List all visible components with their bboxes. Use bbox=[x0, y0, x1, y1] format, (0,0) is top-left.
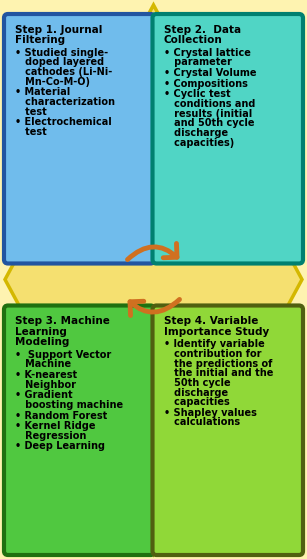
Text: cathodes (Li-Ni-: cathodes (Li-Ni- bbox=[15, 67, 112, 77]
Text: the predictions of: the predictions of bbox=[164, 358, 272, 368]
Text: calculations: calculations bbox=[164, 418, 240, 428]
Text: • Studied single-: • Studied single- bbox=[15, 48, 108, 58]
FancyBboxPatch shape bbox=[153, 306, 303, 555]
Text: and 50th cycle: and 50th cycle bbox=[164, 119, 254, 129]
Text: • Gradient: • Gradient bbox=[15, 390, 73, 400]
Text: capacities: capacities bbox=[164, 397, 229, 407]
FancyBboxPatch shape bbox=[153, 14, 303, 263]
Text: • Deep Learning: • Deep Learning bbox=[15, 442, 105, 452]
FancyBboxPatch shape bbox=[4, 306, 154, 555]
Text: discharge: discharge bbox=[164, 387, 227, 397]
Text: capacities): capacities) bbox=[164, 138, 234, 148]
Text: • Kernel Ridge: • Kernel Ridge bbox=[15, 421, 95, 431]
Text: contribution for: contribution for bbox=[164, 349, 261, 359]
FancyBboxPatch shape bbox=[4, 14, 154, 263]
Text: Step 4. Variable: Step 4. Variable bbox=[164, 316, 258, 326]
Polygon shape bbox=[5, 5, 302, 554]
Text: Collection: Collection bbox=[164, 35, 222, 45]
Text: Filtering: Filtering bbox=[15, 35, 65, 45]
Text: Machine: Machine bbox=[15, 359, 71, 369]
Text: Modeling: Modeling bbox=[15, 337, 69, 347]
Text: Step 2.  Data: Step 2. Data bbox=[164, 25, 241, 35]
Text: boosting machine: boosting machine bbox=[15, 400, 123, 410]
Text: test: test bbox=[15, 107, 47, 117]
Text: • Cyclic test: • Cyclic test bbox=[164, 89, 230, 100]
Text: • Identify variable: • Identify variable bbox=[164, 339, 264, 349]
Text: • Random Forest: • Random Forest bbox=[15, 410, 107, 420]
Text: • Electrochemical: • Electrochemical bbox=[15, 117, 112, 127]
Text: Regression: Regression bbox=[15, 431, 86, 441]
Text: • Crystal Volume: • Crystal Volume bbox=[164, 68, 256, 78]
Text: • Material: • Material bbox=[15, 87, 70, 97]
Text: doped layered: doped layered bbox=[15, 58, 104, 68]
Text: test: test bbox=[15, 127, 47, 137]
FancyArrowPatch shape bbox=[127, 244, 177, 259]
Text: Step 3. Machine: Step 3. Machine bbox=[15, 316, 110, 326]
Text: results (initial: results (initial bbox=[164, 108, 252, 119]
Text: discharge: discharge bbox=[164, 128, 227, 138]
Text: •  Support Vector: • Support Vector bbox=[15, 349, 111, 359]
Text: characterization: characterization bbox=[15, 97, 115, 107]
Text: Neighbor: Neighbor bbox=[15, 380, 76, 390]
Text: • Compositions: • Compositions bbox=[164, 79, 247, 89]
Text: Step 1. Journal: Step 1. Journal bbox=[15, 25, 102, 35]
Text: Learning: Learning bbox=[15, 327, 67, 337]
Text: • K-nearest: • K-nearest bbox=[15, 370, 77, 380]
Text: Mn-Co-M-O): Mn-Co-M-O) bbox=[15, 77, 90, 87]
Text: • Shapley values: • Shapley values bbox=[164, 408, 256, 418]
Text: Importance Study: Importance Study bbox=[164, 327, 269, 337]
Text: • Crystal lattice: • Crystal lattice bbox=[164, 48, 251, 58]
Text: 50th cycle: 50th cycle bbox=[164, 378, 230, 388]
Text: conditions and: conditions and bbox=[164, 99, 255, 109]
Text: the initial and the: the initial and the bbox=[164, 368, 273, 378]
Text: parameter: parameter bbox=[164, 58, 231, 68]
FancyArrowPatch shape bbox=[130, 300, 180, 315]
